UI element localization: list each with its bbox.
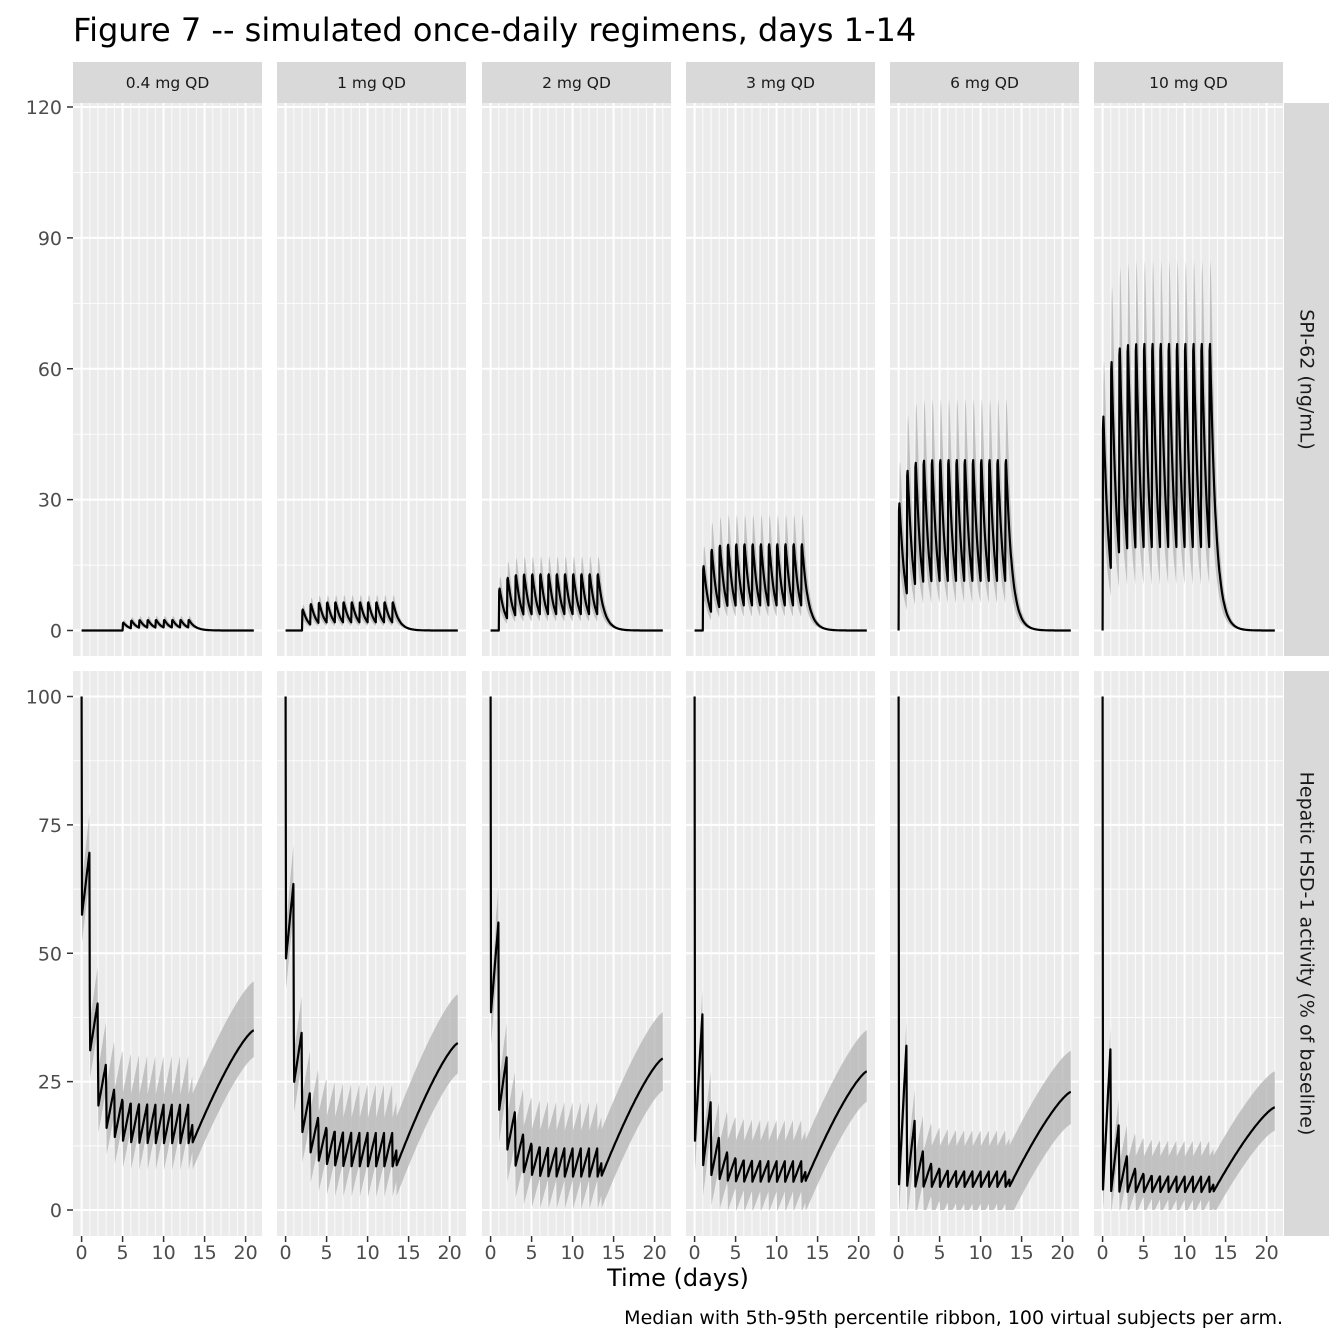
y-axis-top-row: 0 30 60 90 120	[26, 97, 73, 643]
x-tick-label: 0	[893, 1242, 905, 1264]
y-tick-label: 75	[38, 815, 62, 837]
x-tick-label: 15	[193, 1242, 217, 1264]
median-line	[489, 573, 664, 632]
y-tick-label: 120	[26, 97, 62, 119]
median-line	[693, 543, 868, 632]
row-strips: SPI-62 (ng/mL) Hepatic HSD-1 activity (% …	[1284, 103, 1329, 1236]
facet-panel	[277, 671, 466, 1236]
median-line	[1101, 342, 1276, 632]
x-tick-label: 20	[847, 1242, 871, 1264]
facet-panel	[73, 671, 262, 1236]
row-strip	[1284, 671, 1329, 1236]
y-tick-label: 60	[38, 359, 62, 381]
chart-caption: Median with 5th-95th percentile ribbon, …	[624, 1307, 1283, 1329]
percentile-ribbon	[81, 696, 254, 1171]
facet-panel	[277, 103, 466, 656]
x-tick-label: 5	[934, 1242, 946, 1264]
x-tick-label: 5	[117, 1242, 129, 1264]
facet-panel	[482, 671, 671, 1236]
median-line	[1101, 696, 1276, 1194]
x-tick-label: 5	[526, 1242, 538, 1264]
x-tick-label: 10	[152, 1242, 176, 1264]
y-tick-label: 0	[50, 1200, 62, 1222]
y-tick-label: 100	[26, 687, 62, 709]
x-tick-label: 0	[689, 1242, 701, 1264]
median-line	[897, 696, 1072, 1188]
y-axis-bottom-row: 0 25 50 75 100	[26, 687, 73, 1222]
facet-panel	[482, 103, 671, 656]
x-tick-label: 0	[1097, 1242, 1109, 1264]
panel-background	[73, 103, 262, 656]
y-tick-label: 50	[38, 943, 62, 965]
x-tick-label: 10	[969, 1242, 993, 1264]
row-strip-label: Hepatic HSD-1 activity (% of baseline)	[1296, 772, 1318, 1136]
x-tick-label: 15	[602, 1242, 626, 1264]
panel-strip-label: 2 mg QD	[542, 74, 611, 92]
y-tick-label: 30	[38, 490, 62, 512]
percentile-ribbon	[490, 696, 663, 1209]
panel-strip-label: 0.4 mg QD	[126, 74, 210, 92]
facet-panel	[1094, 671, 1283, 1236]
panel-strip-label: 3 mg QD	[746, 74, 815, 92]
x-tick-label: 5	[1138, 1242, 1150, 1264]
panel-strip-label: 1 mg QD	[337, 74, 406, 92]
panel-strip	[277, 62, 466, 103]
y-tick-label: 90	[38, 228, 62, 250]
x-tick-label: 15	[806, 1242, 830, 1264]
x-tick-label: 20	[643, 1242, 667, 1264]
percentile-ribbon	[285, 696, 458, 1197]
y-tick-label: 25	[38, 1072, 62, 1094]
median-line	[284, 696, 459, 1168]
panel-background	[482, 103, 671, 656]
x-tick-label: 20	[1051, 1242, 1075, 1264]
facet-panel	[1094, 103, 1283, 656]
x-tick-label: 20	[438, 1242, 462, 1264]
panel-strip	[890, 62, 1079, 103]
panel-strip	[482, 62, 671, 103]
x-tick-label: 15	[1010, 1242, 1034, 1264]
facet-panel	[686, 671, 875, 1236]
panel-strip	[73, 62, 262, 103]
x-tick-label: 10	[356, 1242, 380, 1264]
x-tick-label: 15	[397, 1242, 421, 1264]
row-strip-label: SPI-62 (ng/mL)	[1296, 309, 1318, 450]
x-tick-label: 0	[76, 1242, 88, 1264]
panel-grid	[73, 103, 1283, 1236]
x-tick-label: 10	[765, 1242, 789, 1264]
panel-strips: 0.4 mg QD 1 mg QD 2 mg QD 3 mg QD 6 mg QD 10 …	[73, 62, 1283, 103]
facet-panel	[890, 671, 1079, 1236]
panel-strip-label: 10 mg QD	[1149, 74, 1228, 92]
panel-strip-label: 6 mg QD	[950, 74, 1019, 92]
facet-panel	[890, 103, 1079, 656]
y-tick-label: 0	[50, 621, 62, 643]
x-tick-label: 20	[234, 1242, 258, 1264]
x-tick-label: 5	[321, 1242, 333, 1264]
median-line	[489, 696, 664, 1178]
median-line	[284, 601, 459, 632]
x-tick-label: 10	[1173, 1242, 1197, 1264]
median-line	[897, 459, 1072, 632]
median-line	[80, 618, 255, 632]
x-tick-label: 5	[730, 1242, 742, 1264]
x-tick-label: 10	[561, 1242, 585, 1264]
row-strip	[1284, 103, 1329, 656]
facet-panel	[73, 103, 262, 656]
x-axis-label: Time (days)	[606, 1264, 749, 1292]
panel-background	[277, 103, 466, 656]
x-tick-label: 0	[280, 1242, 292, 1264]
panel-strip	[1094, 62, 1283, 103]
median-line	[693, 696, 868, 1183]
x-tick-label: 20	[1255, 1242, 1279, 1264]
chart-title: Figure 7 -- simulated once-daily regimen…	[73, 11, 916, 49]
median-line	[80, 696, 255, 1145]
facet-panel	[686, 103, 875, 656]
panel-strip	[686, 62, 875, 103]
x-tick-label: 15	[1214, 1242, 1238, 1264]
x-tick-label: 0	[485, 1242, 497, 1264]
x-axes: 0 5 10 15 20 0 5 10 15 20 0 5 10 15 20 0 5 10 15 20 0 5 10 15 20…	[76, 1236, 1279, 1264]
